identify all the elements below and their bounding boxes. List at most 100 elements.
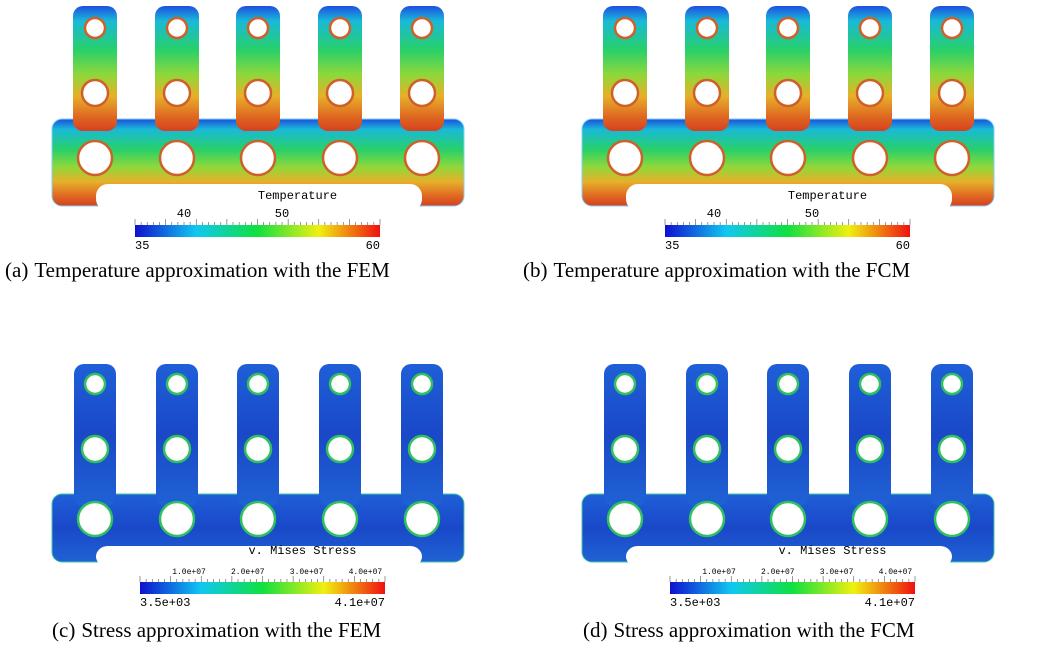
hole (167, 374, 187, 394)
colorbar-max-label: 60 (366, 239, 380, 253)
caption: (a) Temperature approximation with the F… (5, 258, 520, 283)
hole (608, 502, 642, 536)
colorbar-max-label: 60 (896, 239, 910, 253)
caption-text: Stress approximation with the FCM (614, 618, 915, 643)
hole (775, 436, 801, 462)
hole (935, 141, 969, 175)
colorbar-tick-label: 40 (707, 207, 721, 221)
hole (78, 141, 112, 175)
hole (164, 80, 190, 106)
caption-text: Temperature approximation with the FCM (554, 258, 911, 283)
hole (942, 18, 962, 38)
hole (167, 18, 187, 38)
figure-panel: Temperature 40 50 35 60 (578, 3, 998, 253)
caption-label: (d) (583, 618, 608, 643)
colorbar (140, 582, 385, 594)
colorbar-tick-label: 2.0e+07 (761, 568, 795, 577)
hole (245, 436, 271, 462)
hole (164, 436, 190, 462)
hole (330, 374, 350, 394)
hole (85, 374, 105, 394)
hole (160, 502, 194, 536)
colorbar-title: v. Mises Stress (778, 544, 886, 558)
colorbar-min-label: 35 (135, 239, 149, 253)
colorbar-max-label: 4.1e+07 (335, 596, 385, 610)
colorbar-title: Temperature (788, 189, 867, 203)
hole (405, 502, 439, 536)
hole (935, 502, 969, 536)
colorbar-tick-label: 40 (177, 207, 191, 221)
colorbar-min-label: 3.5e+03 (670, 596, 720, 610)
hole (939, 436, 965, 462)
figure-panel: Temperature 40 50 35 60 (48, 3, 468, 253)
caption-text: Temperature approximation with the FEM (34, 258, 389, 283)
hole (608, 141, 642, 175)
colorbar-tick-label: 50 (275, 207, 289, 221)
hole (241, 141, 275, 175)
hole (82, 436, 108, 462)
hole (85, 18, 105, 38)
caption: (d) Stress approximation with the FCM (583, 618, 1003, 643)
hole (694, 80, 720, 106)
hole (690, 141, 724, 175)
caption-label: (a) (5, 258, 28, 283)
colorbar-tick-label: 50 (805, 207, 819, 221)
hole (939, 80, 965, 106)
caption-label: (c) (52, 618, 75, 643)
hole (771, 502, 805, 536)
hole (853, 141, 887, 175)
hole (327, 436, 353, 462)
hole (778, 374, 798, 394)
colorbar-tick-label: 3.0e+07 (290, 568, 324, 577)
hole (697, 374, 717, 394)
colorbar-tick-label: 3.0e+07 (820, 568, 854, 577)
hole (857, 436, 883, 462)
hole (330, 18, 350, 38)
caption-label: (b) (523, 258, 548, 283)
caption-text: Stress approximation with the FEM (81, 618, 381, 643)
colorbar-title: v. Mises Stress (248, 544, 356, 558)
hole (248, 374, 268, 394)
hole (241, 502, 275, 536)
colorbar-title: Temperature (258, 189, 337, 203)
hole (409, 436, 435, 462)
hole (694, 436, 720, 462)
hole (323, 502, 357, 536)
hole (942, 374, 962, 394)
hole (245, 80, 271, 106)
colorbar-min-label: 35 (665, 239, 679, 253)
hole (409, 80, 435, 106)
colorbar (135, 225, 380, 237)
hole (82, 80, 108, 106)
hole (690, 502, 724, 536)
hole (860, 18, 880, 38)
colorbar-tick-label: 1.0e+07 (172, 568, 206, 577)
hole (775, 80, 801, 106)
hole (612, 80, 638, 106)
hole (612, 436, 638, 462)
colorbar-tick-label: 2.0e+07 (231, 568, 265, 577)
hole (860, 374, 880, 394)
colorbar-tick-label: 4.0e+07 (349, 568, 383, 577)
hole (615, 374, 635, 394)
hole (405, 141, 439, 175)
colorbar (670, 582, 915, 594)
colorbar-max-label: 4.1e+07 (865, 596, 915, 610)
hole (327, 80, 353, 106)
figure-panel: v. Mises Stress 1.0e+07 2.0e+07 3.0e+07 4.0e… (48, 364, 468, 614)
colorbar-min-label: 3.5e+03 (140, 596, 190, 610)
page: Temperature40503560 Temperature40503560 … (0, 0, 1047, 654)
hole (615, 18, 635, 38)
caption: (b) Temperature approximation with the F… (523, 258, 1043, 283)
hole (778, 18, 798, 38)
hole (857, 80, 883, 106)
hole (412, 18, 432, 38)
hole (697, 18, 717, 38)
colorbar-tick-label: 4.0e+07 (879, 568, 913, 577)
hole (160, 141, 194, 175)
hole (78, 502, 112, 536)
hole (853, 502, 887, 536)
hole (248, 18, 268, 38)
caption: (c) Stress approximation with the FEM (52, 618, 472, 643)
colorbar-tick-label: 1.0e+07 (702, 568, 736, 577)
